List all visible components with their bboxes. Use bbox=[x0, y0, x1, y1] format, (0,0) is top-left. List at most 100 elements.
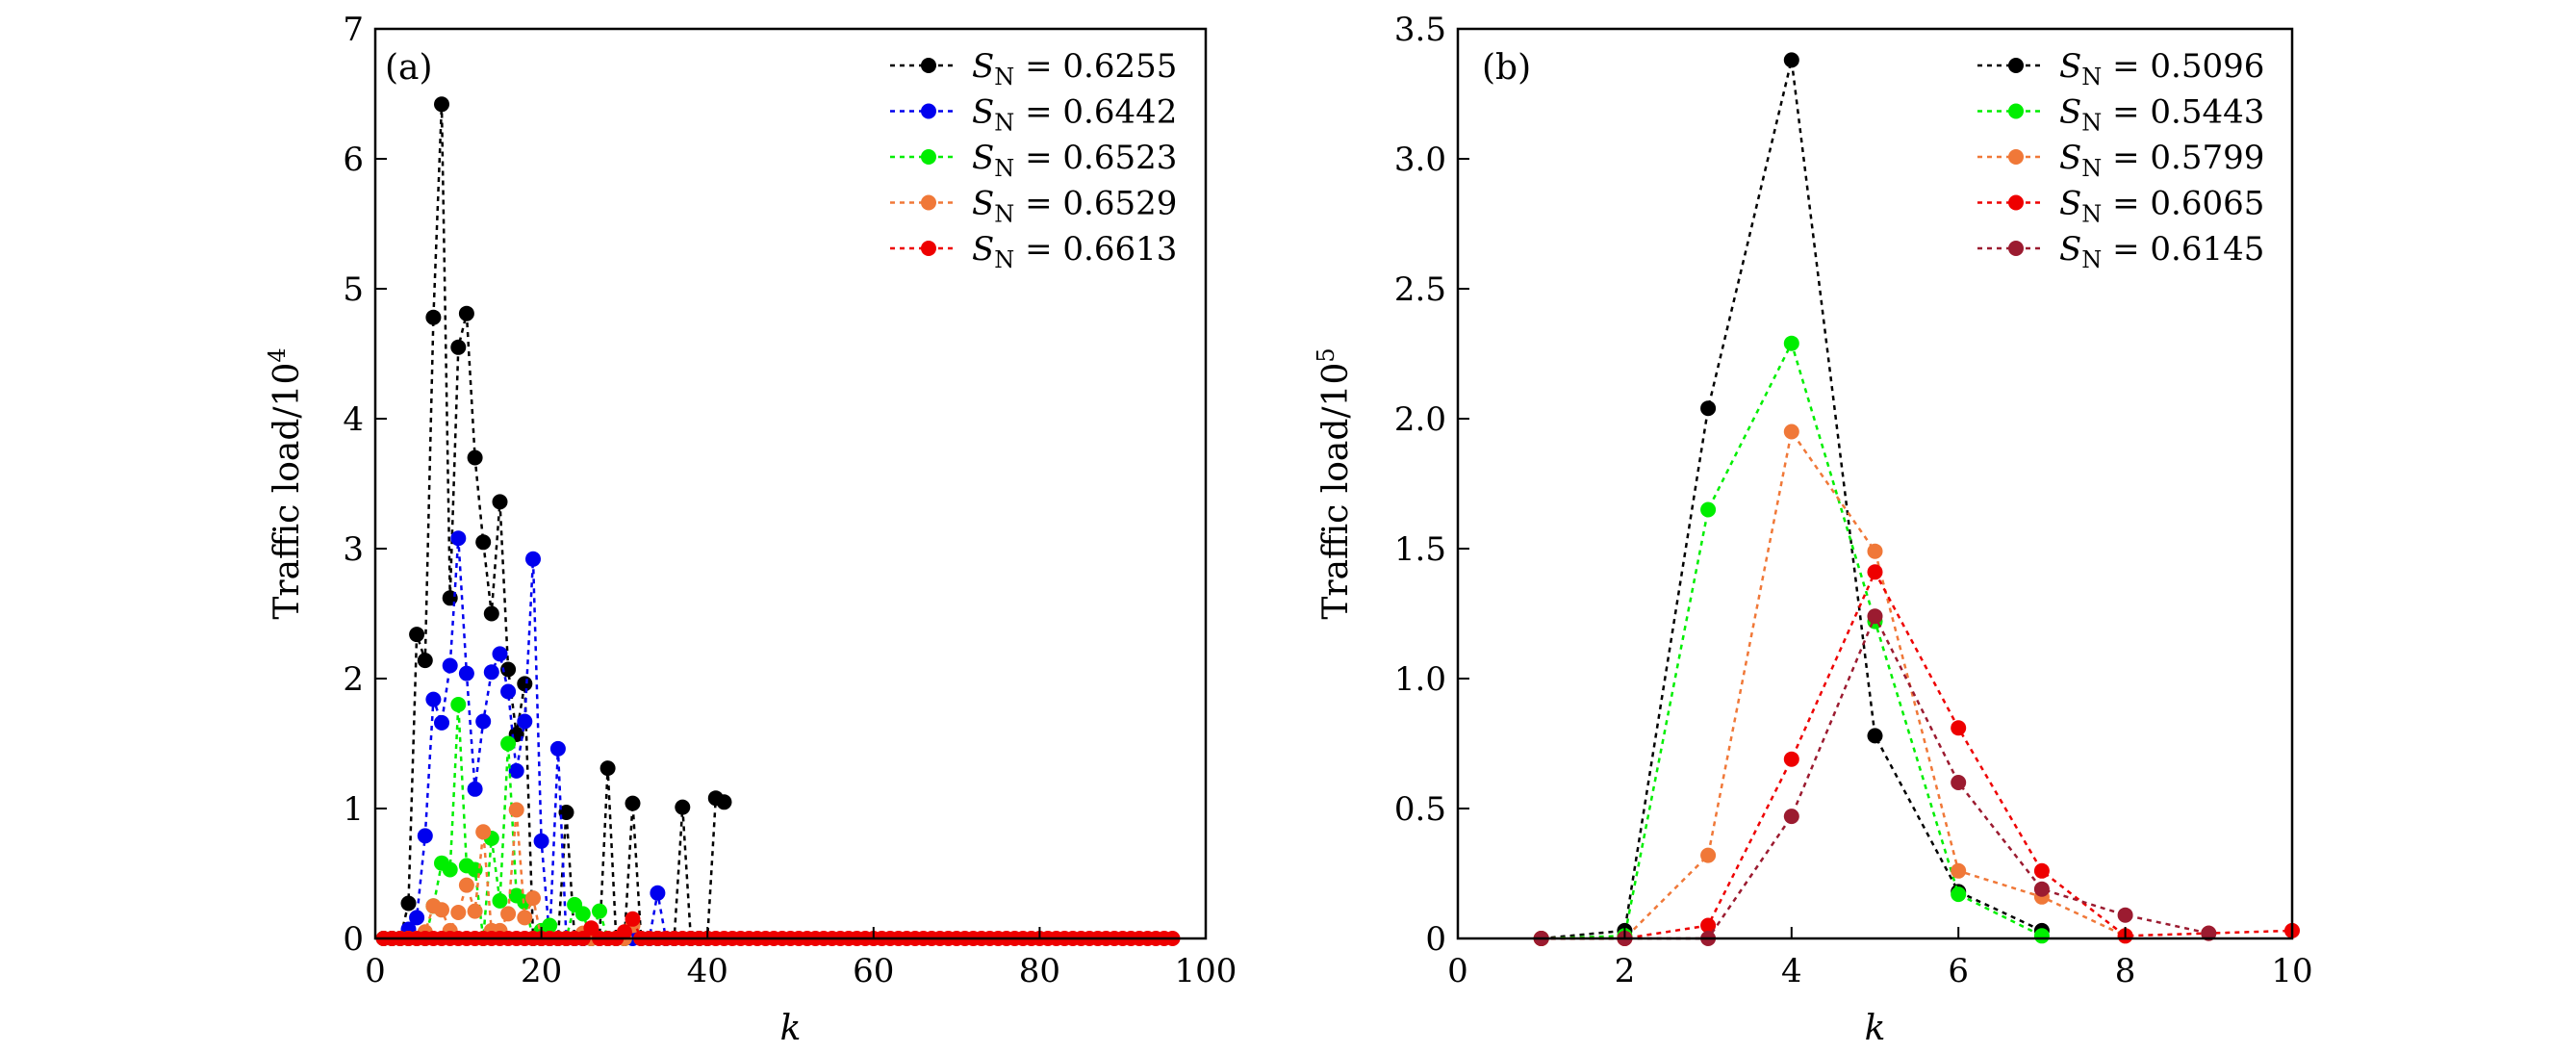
y-tick-label: 1.5 bbox=[1394, 530, 1446, 569]
x-tick-label: 8 bbox=[2115, 952, 2136, 990]
data-point bbox=[1951, 862, 1967, 879]
data-point bbox=[1700, 847, 1717, 863]
data-point bbox=[1867, 564, 1883, 580]
data-point bbox=[650, 885, 666, 901]
svg-text:SN = 0.6255: SN = 0.6255 bbox=[972, 47, 1177, 90]
data-point bbox=[625, 795, 641, 811]
data-point bbox=[409, 910, 425, 926]
data-point bbox=[2033, 862, 2050, 879]
x-tick-label: 40 bbox=[687, 952, 728, 990]
data-point bbox=[2033, 881, 2050, 897]
data-point bbox=[492, 892, 508, 909]
legend-entry: SN = 0.6145 bbox=[1977, 230, 2264, 273]
svg-text:SN = 0.6523: SN = 0.6523 bbox=[972, 139, 1177, 182]
data-point bbox=[625, 911, 641, 927]
data-point bbox=[417, 653, 433, 669]
y-tick-label: 5 bbox=[343, 270, 364, 309]
data-point bbox=[517, 676, 533, 692]
data-point bbox=[483, 605, 499, 622]
legend-entry: SN = 0.6442 bbox=[890, 93, 1177, 137]
legend-entry: SN = 0.5799 bbox=[1977, 139, 2264, 182]
data-point bbox=[1783, 809, 1799, 825]
svg-text:SN = 0.5443: SN = 0.5443 bbox=[2059, 93, 2264, 137]
legend-entry: SN = 0.6529 bbox=[890, 185, 1177, 228]
legend-entry: SN = 0.6255 bbox=[890, 47, 1177, 90]
panel-label: (a) bbox=[385, 48, 433, 88]
series-line bbox=[383, 104, 726, 940]
data-point bbox=[500, 661, 517, 678]
data-point bbox=[442, 861, 458, 878]
x-tick-label: 60 bbox=[853, 952, 894, 990]
data-point bbox=[434, 902, 449, 918]
data-point bbox=[574, 906, 591, 922]
data-point bbox=[558, 805, 574, 820]
data-point bbox=[517, 910, 533, 926]
data-point bbox=[450, 905, 467, 920]
svg-text:SN = 0.5096: SN = 0.5096 bbox=[2059, 47, 2264, 90]
data-point bbox=[1951, 775, 1967, 790]
svg-text:SN = 0.6613: SN = 0.6613 bbox=[972, 230, 1177, 273]
data-point bbox=[450, 530, 467, 547]
data-point bbox=[599, 760, 616, 777]
series-line bbox=[1541, 569, 2293, 940]
data-point bbox=[467, 903, 483, 919]
data-point bbox=[458, 305, 474, 321]
series-line bbox=[1541, 613, 2209, 940]
series-line bbox=[383, 538, 668, 940]
y-tick-label: 3 bbox=[343, 530, 364, 569]
series-line bbox=[1541, 428, 2127, 940]
data-point bbox=[533, 833, 549, 849]
y-tick-label: 2.5 bbox=[1394, 270, 1446, 309]
x-tick-label: 2 bbox=[1615, 952, 1636, 990]
svg-text:SN = 0.6442: SN = 0.6442 bbox=[972, 93, 1177, 137]
svg-text:SN = 0.6145: SN = 0.6145 bbox=[2059, 230, 2264, 273]
data-point bbox=[434, 96, 449, 113]
data-point bbox=[592, 903, 607, 919]
data-point bbox=[2033, 928, 2050, 944]
y-tick-label: 2 bbox=[343, 660, 364, 699]
plot-frame bbox=[1456, 27, 2294, 940]
legend-entry: SN = 0.5443 bbox=[1977, 93, 2264, 137]
x-tick-label: 0 bbox=[365, 952, 386, 990]
panel-label: (b) bbox=[1482, 48, 1531, 88]
data-point bbox=[1783, 751, 1799, 767]
data-point bbox=[467, 781, 483, 797]
data-point bbox=[616, 924, 632, 940]
y-tick-label: 1.0 bbox=[1394, 660, 1446, 699]
data-point bbox=[525, 551, 541, 567]
x-tick-label: 4 bbox=[1781, 952, 1802, 990]
data-point bbox=[500, 735, 517, 752]
data-point bbox=[450, 339, 467, 355]
svg-text:SN = 0.6065: SN = 0.6065 bbox=[2059, 185, 2264, 228]
panel-a: 0 20 40 60 80 100 0 1 2 3 4 5 6 7 k Traffic load/104 (a)… bbox=[264, 11, 1237, 1048]
data-point bbox=[1951, 720, 1967, 736]
x-tick-label: 100 bbox=[1175, 952, 1237, 990]
data-point bbox=[475, 824, 492, 840]
y-tick-label: 0.5 bbox=[1394, 790, 1446, 829]
data-point bbox=[492, 646, 508, 662]
data-point bbox=[1700, 400, 1717, 417]
x-tick-label: 6 bbox=[1948, 952, 1969, 990]
panel-b: 0 2 4 6 8 10 0 0.5 1.0 1.5 2.0 2.5 3.0 3.5 k Traffic lo… bbox=[1313, 11, 2313, 1048]
data-point bbox=[716, 794, 732, 810]
svg-text:SN = 0.6529: SN = 0.6529 bbox=[972, 185, 1177, 228]
data-point bbox=[508, 802, 524, 818]
y-tick-label: 7 bbox=[343, 11, 364, 49]
legend-entry: SN = 0.5096 bbox=[1977, 47, 2264, 90]
data-point bbox=[2117, 907, 2133, 923]
data-point bbox=[450, 697, 467, 712]
data-point bbox=[1783, 335, 1799, 351]
y-tick-label: 6 bbox=[343, 141, 364, 179]
data-point bbox=[400, 895, 417, 912]
y-axis-label: Traffic load/104 bbox=[264, 347, 307, 619]
data-point bbox=[458, 877, 474, 893]
y-tick-label: 3.5 bbox=[1394, 11, 1446, 49]
data-point bbox=[508, 762, 524, 779]
data-point bbox=[1783, 52, 1799, 68]
data-point bbox=[458, 665, 474, 681]
x-tick-label: 10 bbox=[2271, 952, 2312, 990]
data-point bbox=[549, 740, 566, 757]
data-point bbox=[517, 713, 533, 730]
x-tick-label: 0 bbox=[1447, 952, 1468, 990]
